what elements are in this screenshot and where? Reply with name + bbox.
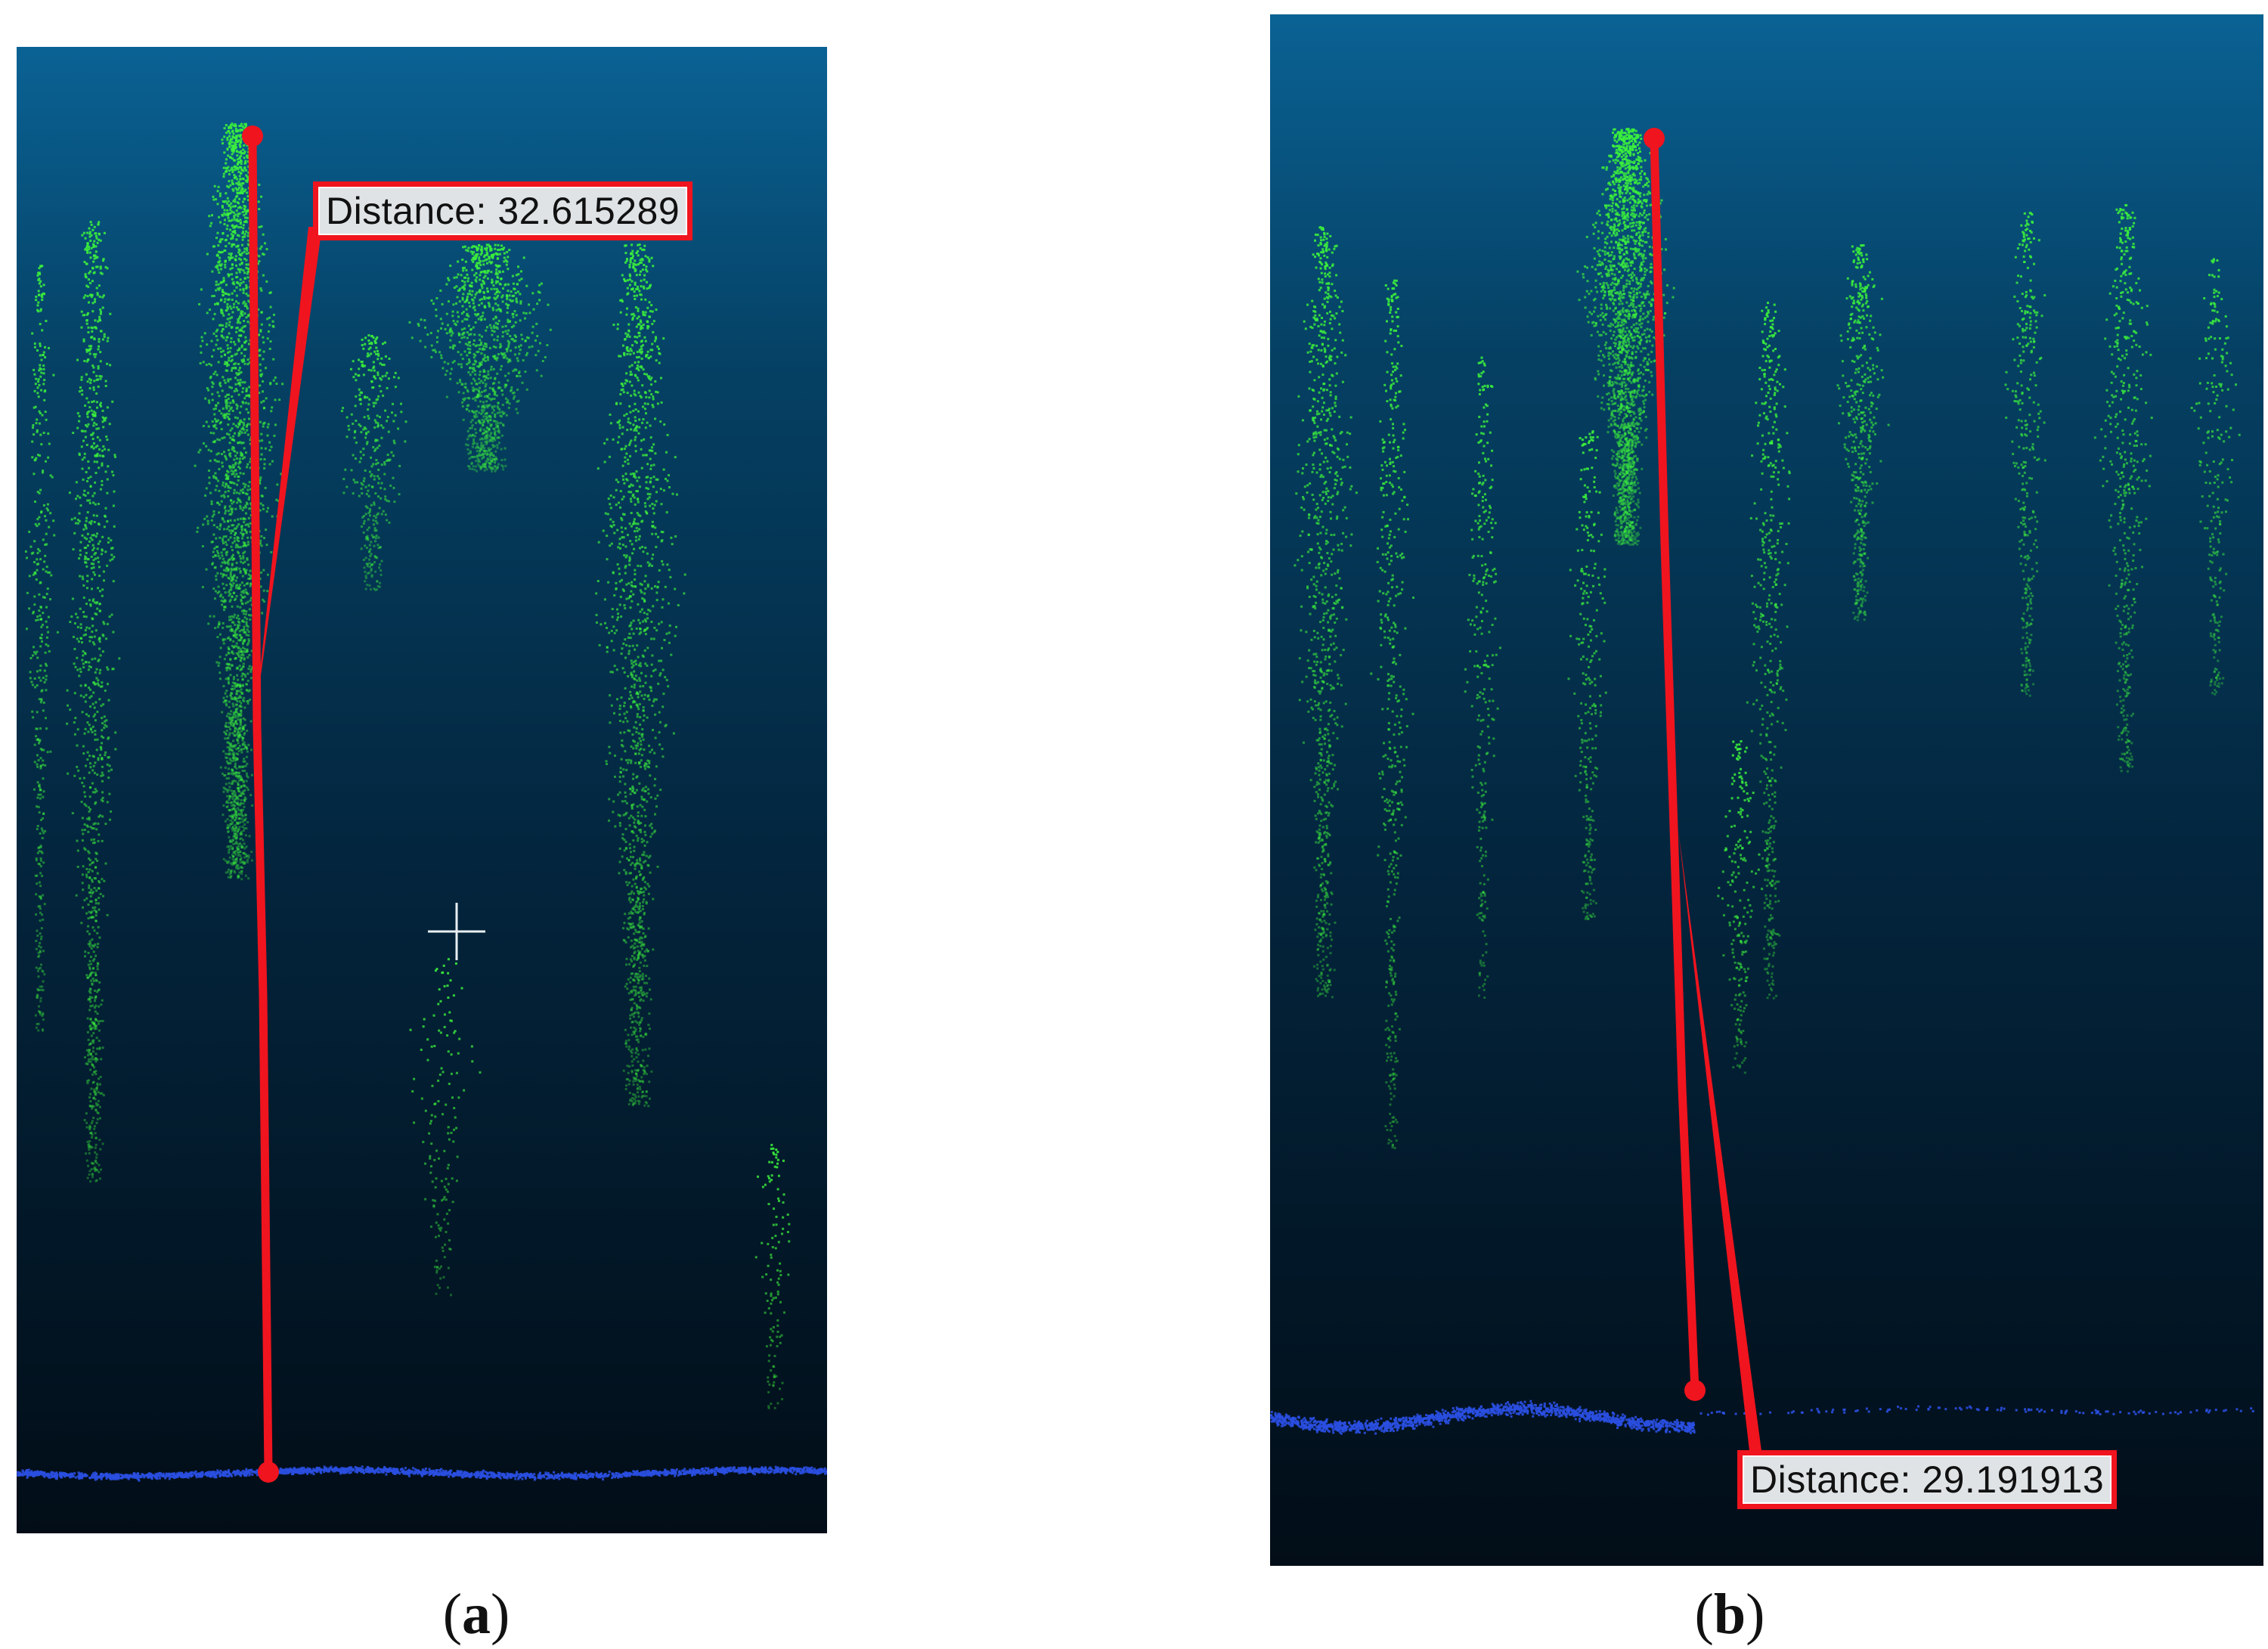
crosshair-icon <box>428 903 485 960</box>
caption-close-paren: ) <box>491 1582 510 1646</box>
label-leader-a <box>255 227 322 720</box>
caption-close-paren: ) <box>1746 1582 1765 1646</box>
measure-line-b <box>1650 134 1699 1395</box>
measure-point-top-a[interactable] <box>242 126 263 147</box>
caption-letter-b: b <box>1713 1582 1746 1646</box>
measure-line-a <box>248 132 273 1477</box>
measurement-overlay-b <box>1644 128 1761 1451</box>
point-cloud-b <box>1270 128 2254 1435</box>
measure-point-bottom-a[interactable] <box>258 1461 279 1483</box>
distance-label-b: Distance: 29.191913 <box>1737 1450 2118 1509</box>
caption-letter-a: a <box>462 1582 491 1646</box>
measure-point-top-b[interactable] <box>1644 128 1665 149</box>
caption-open-paren: ( <box>442 1582 462 1646</box>
label-leader-b <box>1678 831 1761 1451</box>
caption-open-paren: ( <box>1694 1582 1714 1646</box>
measurement-overlay-a <box>242 126 485 1483</box>
caption-b: (b) <box>1616 1582 1843 1647</box>
caption-a: (a) <box>363 1582 590 1647</box>
point-cloud-viewport-a[interactable]: Distance: 32.615289 <box>17 47 827 1533</box>
point-cloud-viewport-b[interactable]: Distance: 29.191913 <box>1270 14 2263 1566</box>
distance-label-a: Distance: 32.615289 <box>313 181 693 240</box>
measure-point-bottom-b[interactable] <box>1684 1380 1706 1401</box>
